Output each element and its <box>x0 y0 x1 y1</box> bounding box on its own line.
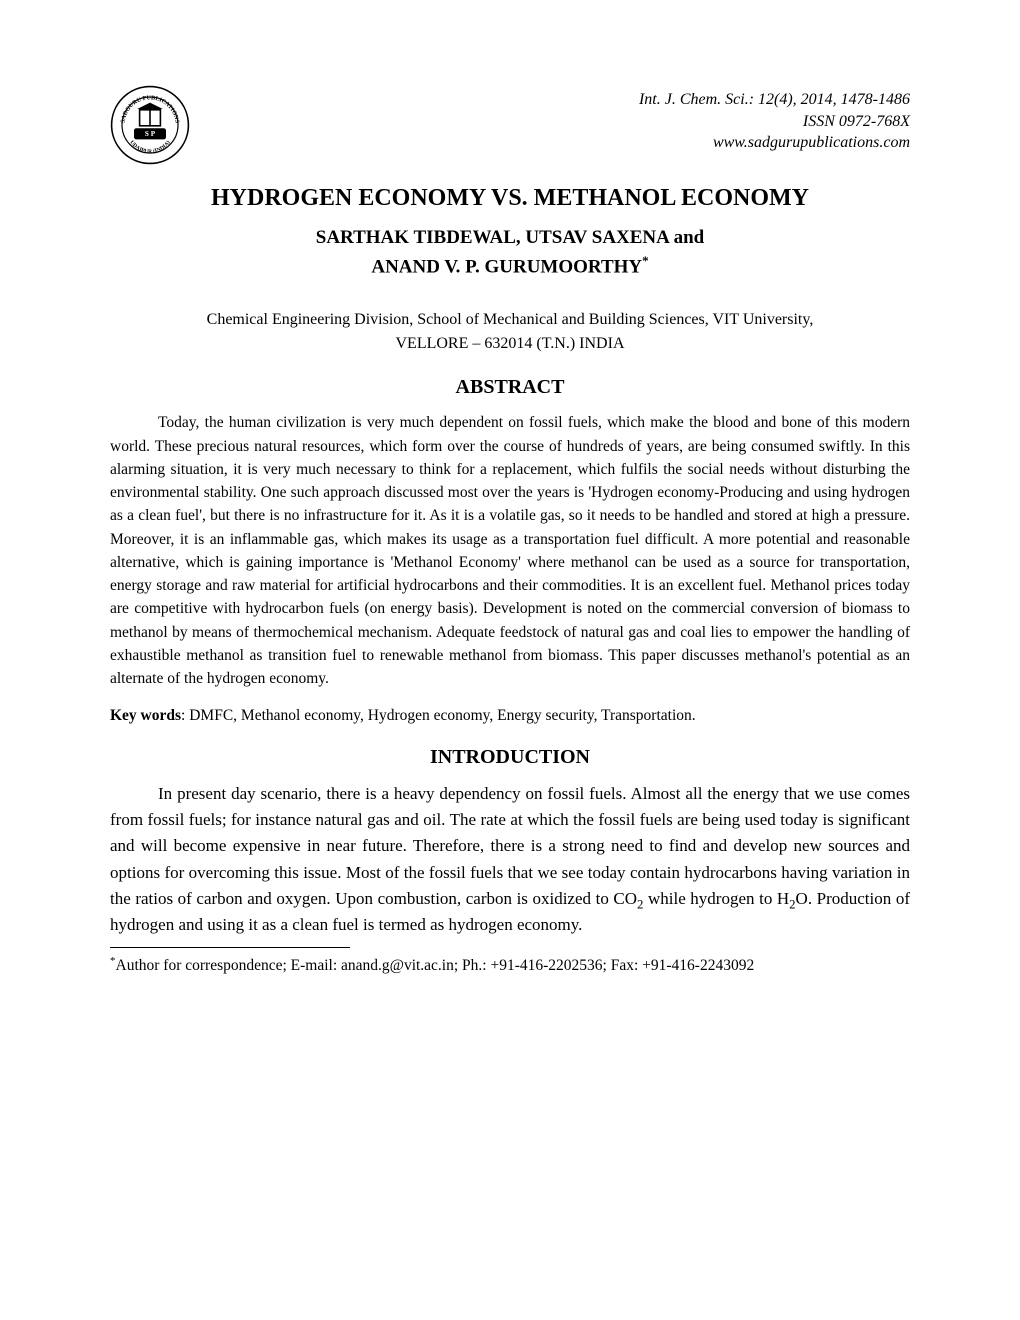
affiliation-line1: Chemical Engineering Division, School of… <box>207 311 814 328</box>
footnote: *Author for correspondence; E-mail: anan… <box>110 954 910 977</box>
introduction-body: In present day scenario, there is a heav… <box>110 781 910 939</box>
keywords-list: : DMFC, Methanol economy, Hydrogen econo… <box>181 707 696 724</box>
authors-line1: SARTHAK TIBDEWAL, UTSAV SAXENA and <box>316 227 704 248</box>
journal-issn: ISSN 0972-768X <box>639 111 910 133</box>
affiliation-line2: VELLORE – 632014 (T.N.) INDIA <box>396 335 625 352</box>
intro-mid: while hydrogen to H <box>643 889 789 908</box>
authors: SARTHAK TIBDEWAL, UTSAV SAXENA and ANAND… <box>110 224 910 280</box>
footnote-text: Author for correspondence; E-mail: anand… <box>116 957 755 974</box>
journal-website: www.sadgurupublications.com <box>639 132 910 154</box>
header-row: SADGURU PUBLICATIONS UDAIPUR (INDIA) S P… <box>110 85 910 165</box>
svg-text:S P: S P <box>145 130 156 138</box>
abstract-body: Today, the human civilization is very mu… <box>110 411 910 690</box>
journal-citation: Int. J. Chem. Sci.: 12(4), 2014, 1478-14… <box>639 89 910 111</box>
publisher-logo-svg: SADGURU PUBLICATIONS UDAIPUR (INDIA) S P <box>110 85 190 165</box>
affiliation: Chemical Engineering Division, School of… <box>110 308 910 356</box>
abstract-heading: ABSTRACT <box>110 376 910 399</box>
publisher-logo: SADGURU PUBLICATIONS UDAIPUR (INDIA) S P <box>110 85 190 165</box>
paper-title: HYDROGEN ECONOMY VS. METHANOL ECONOMY <box>110 185 910 212</box>
keywords-label: Key words <box>110 707 181 724</box>
intro-pre: In present day scenario, there is a heav… <box>110 784 910 908</box>
introduction-heading: INTRODUCTION <box>110 746 910 769</box>
journal-info: Int. J. Chem. Sci.: 12(4), 2014, 1478-14… <box>639 85 910 154</box>
keywords: Key words: DMFC, Methanol economy, Hydro… <box>110 704 910 727</box>
corresponding-marker: * <box>642 253 649 268</box>
authors-line2: ANAND V. P. GURUMOORTHY <box>371 256 642 277</box>
footnote-rule <box>110 947 350 948</box>
